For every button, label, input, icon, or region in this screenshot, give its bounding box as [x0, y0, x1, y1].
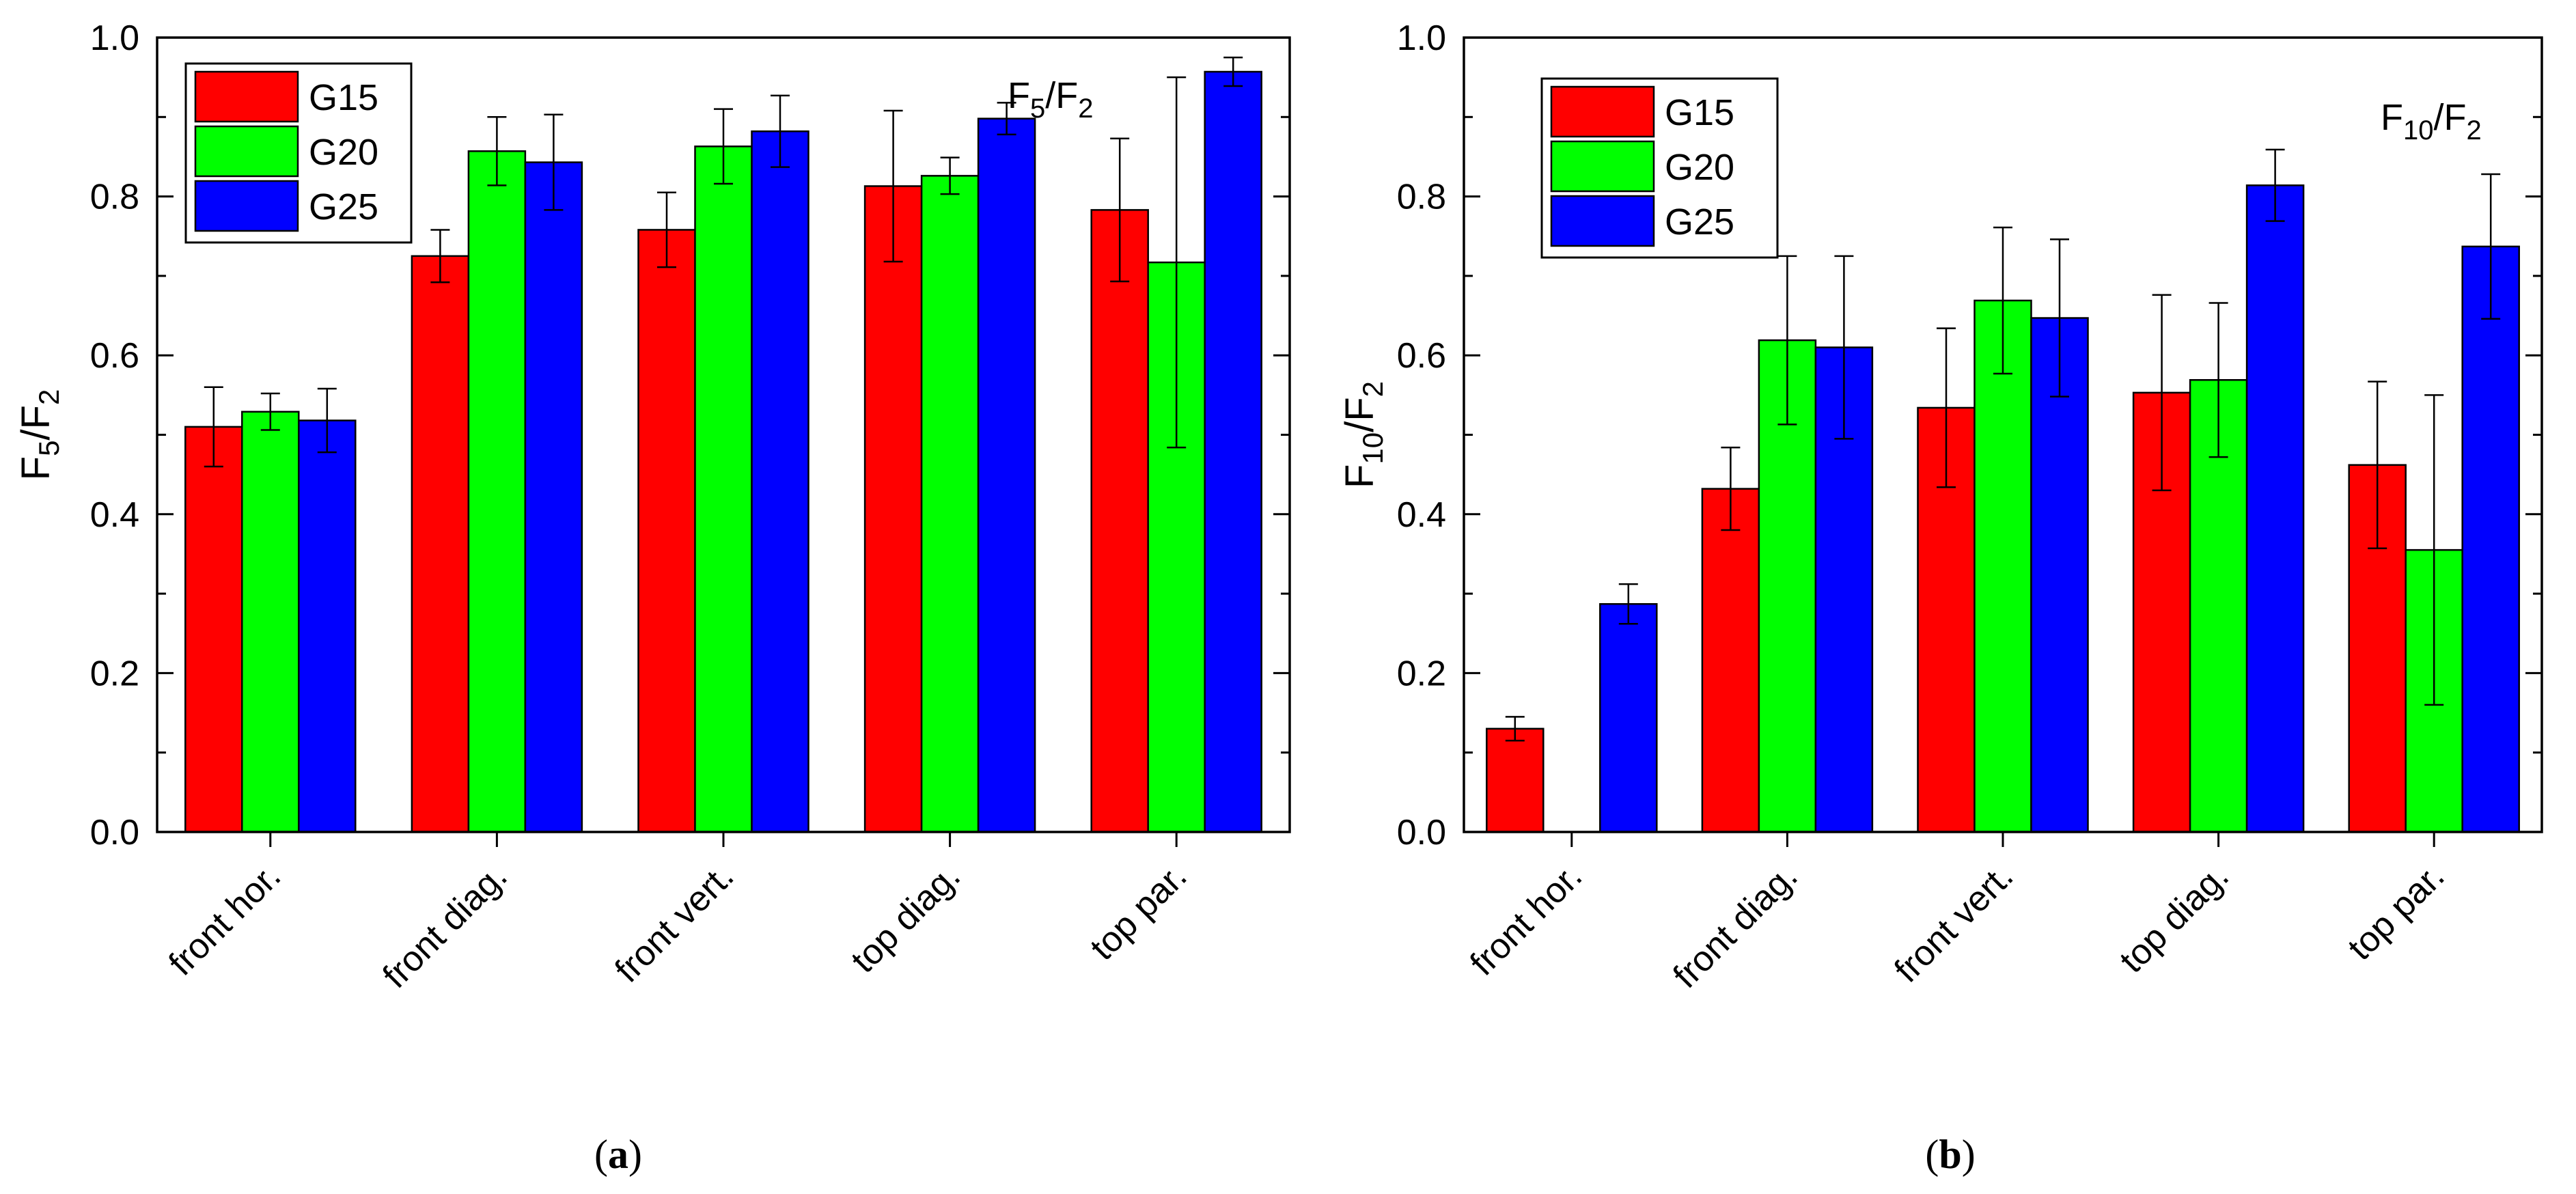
error-bar-G20-4	[2424, 394, 2444, 706]
bar-G15-3	[863, 185, 923, 833]
y-axis-label: F10/F2	[1338, 381, 1389, 488]
panel-label: (a)	[594, 1132, 642, 1177]
error-bar-G15-0	[204, 386, 223, 468]
bar-G15-0	[184, 426, 243, 833]
legend-swatch-G25	[1550, 195, 1655, 247]
plot-annotation: F10/F2	[2381, 97, 2482, 145]
bar-G15-1	[411, 255, 470, 833]
error-bar-G25-4	[2481, 173, 2501, 320]
error-bar-G25-1	[1834, 255, 1854, 440]
legend-swatch-G15	[1550, 85, 1655, 138]
legend-label: G20	[1665, 147, 1734, 188]
bar-G20-0	[241, 411, 300, 833]
error-bar-G20-3	[940, 156, 960, 195]
x-tick-label: front diag.	[375, 856, 515, 996]
bar-G15-0	[1486, 727, 1545, 833]
bar-G20-3	[920, 175, 980, 833]
error-bar-G15-4	[2368, 380, 2387, 550]
legend-swatch-G15	[194, 70, 299, 123]
y-tick-label: 0.6	[1397, 336, 1446, 376]
x-tick-label: front vert.	[607, 856, 741, 990]
y-tick-label: 0.8	[1397, 178, 1446, 217]
error-bar-G25-3	[2265, 148, 2285, 222]
bar-G15-4	[1090, 209, 1149, 833]
error-bar-G25-2	[771, 94, 790, 168]
error-bar-G25-3	[997, 102, 1016, 136]
y-tick-label: 1.0	[1397, 18, 1446, 58]
error-bar-G25-4	[1223, 56, 1243, 87]
x-tick-label: front vert.	[1887, 856, 2021, 990]
legend: G15 G20 G25	[1540, 77, 1779, 259]
legend-label: G15	[1665, 92, 1734, 133]
x-tick-label: front hor.	[1463, 856, 1590, 983]
y-tick-label: 0.2	[90, 654, 139, 693]
error-bar-G25-2	[2050, 238, 2069, 398]
y-tick-label: 1.0	[90, 18, 139, 58]
error-bar-G20-2	[1993, 226, 2012, 375]
y-axis-label: F5/F2	[14, 389, 65, 481]
y-tick-label: 0.4	[1397, 495, 1446, 535]
legend-swatch-G20	[194, 125, 299, 178]
legend: G15 G20 G25	[184, 62, 413, 244]
error-bar-G15-4	[1110, 137, 1130, 283]
error-bar-G25-0	[1618, 583, 1638, 625]
error-bar-G20-4	[1167, 76, 1187, 449]
bar-G25-4	[1204, 70, 1262, 833]
y-tick-label: 0.4	[90, 495, 139, 535]
bar-G25-0	[298, 419, 357, 833]
bar-G15-2	[637, 229, 696, 833]
legend-label: G20	[309, 132, 378, 173]
bar-G25-4	[2461, 245, 2520, 833]
error-bar-G20-3	[2208, 302, 2228, 458]
error-bar-G20-1	[487, 116, 507, 186]
bar-G25-3	[2245, 184, 2305, 833]
y-tick-label: 0.2	[1397, 654, 1446, 693]
y-tick-label: 0.0	[90, 813, 139, 852]
bar-G25-2	[2030, 317, 2089, 833]
legend-swatch-G25	[194, 180, 299, 232]
error-bar-G15-1	[430, 229, 450, 283]
x-tick-label: top par.	[2340, 856, 2452, 968]
y-tick-label: 0.6	[90, 336, 139, 376]
bar-G20-2	[694, 145, 753, 833]
x-tick-label: top diag.	[844, 856, 968, 980]
bar-G25-0	[1599, 602, 1658, 833]
y-tick-label: 0.8	[90, 178, 139, 217]
plot-annotation: F5/F2	[1008, 75, 1094, 124]
error-bar-G15-3	[2152, 294, 2172, 492]
error-bar-G20-2	[714, 108, 733, 185]
x-tick-label: front diag.	[1665, 856, 1805, 996]
bar-G25-3	[977, 117, 1036, 833]
x-tick-label: top diag.	[2112, 856, 2236, 980]
legend-label: G25	[1665, 202, 1734, 242]
error-bar-G15-0	[1505, 716, 1525, 742]
error-bar-G15-2	[657, 191, 676, 268]
bar-G25-2	[751, 130, 809, 833]
error-bar-G20-1	[1777, 255, 1797, 426]
bar-G15-1	[1701, 488, 1760, 833]
error-bar-G15-2	[1937, 327, 1956, 488]
legend-label: G25	[309, 186, 378, 227]
legend-swatch-G20	[1550, 140, 1655, 193]
bar-G20-1	[467, 150, 527, 833]
panel-label: (b)	[1925, 1132, 1975, 1177]
y-tick-label: 0.0	[1397, 813, 1446, 852]
error-bar-G15-1	[1721, 446, 1741, 531]
legend-label: G15	[309, 77, 378, 118]
bar-G20-2	[1973, 299, 2032, 833]
x-tick-label: front hor.	[161, 856, 288, 983]
error-bar-G20-0	[260, 392, 280, 431]
error-bar-G25-0	[317, 387, 337, 454]
bar-G25-1	[524, 161, 583, 833]
error-bar-G15-3	[883, 109, 903, 263]
x-tick-label: top par.	[1083, 856, 1195, 968]
chart-panel-b: front hor. front diag. front vert. top diag…	[1338, 18, 2543, 1177]
chart-panel-a: front hor. front diag. front vert. top diag…	[14, 18, 1291, 1177]
error-bar-G25-1	[544, 113, 564, 211]
